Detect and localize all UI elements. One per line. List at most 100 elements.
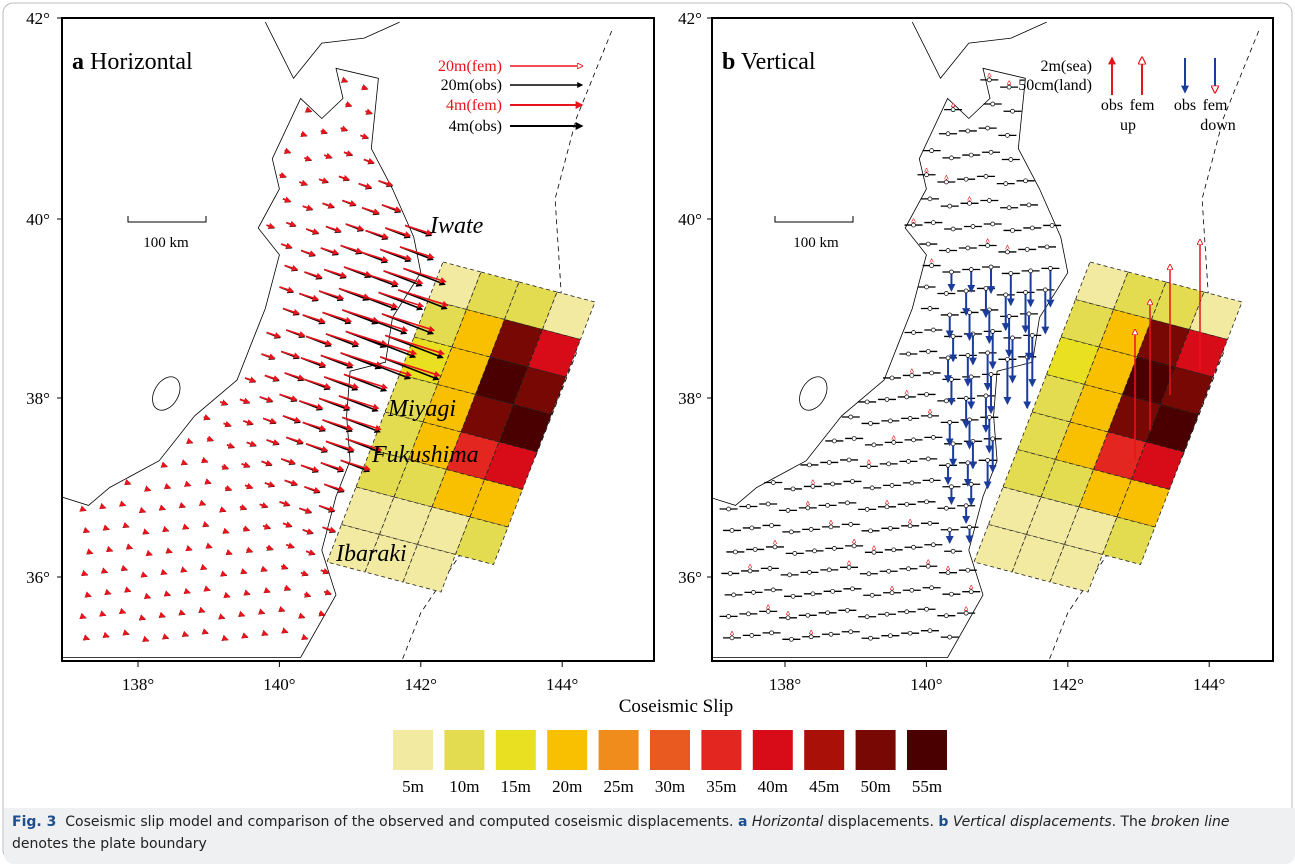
colorbar-label: 45m — [809, 777, 839, 796]
station — [848, 629, 854, 635]
colorbar-label: 20m — [552, 777, 582, 796]
fem-arrow — [322, 526, 337, 533]
fem-arrow — [280, 242, 293, 249]
fem-arrow — [140, 571, 148, 578]
station — [985, 457, 990, 463]
fem-arrow — [318, 397, 351, 410]
station — [968, 481, 974, 487]
station — [950, 548, 956, 554]
station — [785, 615, 791, 621]
station — [733, 549, 738, 555]
fem-arrow — [266, 222, 276, 229]
station — [1006, 314, 1012, 319]
panel-letter: b — [722, 49, 735, 75]
colorbar-label: 35m — [706, 777, 736, 796]
station — [1028, 268, 1033, 274]
colorbar-label: 55m — [912, 777, 942, 796]
fem-arrow — [284, 479, 299, 486]
station — [963, 610, 969, 616]
fem-arrow — [178, 609, 186, 616]
fem-arrow — [383, 270, 424, 285]
station — [864, 399, 870, 405]
station — [830, 588, 836, 594]
station — [965, 128, 971, 134]
station — [967, 524, 972, 530]
colorbar-label: 10m — [449, 777, 479, 796]
legend-text: obs — [1101, 97, 1123, 114]
fem-arrow — [182, 523, 190, 530]
station — [949, 484, 954, 490]
fem-arrow — [299, 400, 324, 410]
fem-arrow — [244, 482, 254, 490]
station — [911, 544, 916, 550]
fem-arrow — [399, 246, 435, 259]
caption-text: Vertical displacements — [952, 814, 1112, 830]
caption-text: Horizontal — [751, 814, 824, 830]
subfault — [1049, 544, 1104, 593]
fem-arrow — [263, 587, 271, 594]
fem-arrow — [180, 566, 188, 573]
fem-arrow — [102, 524, 110, 531]
lon-label: 140° — [263, 675, 295, 694]
station — [924, 392, 929, 397]
colorbar-swatch — [855, 730, 896, 770]
station — [947, 634, 953, 640]
labels: a Horizontal b Vertical 20m(fem) 20m(obs… — [26, 9, 1236, 796]
station — [1026, 311, 1032, 317]
station — [1024, 247, 1030, 252]
fem-arrow — [323, 483, 346, 492]
fem-arrow — [300, 357, 327, 368]
station — [925, 456, 931, 462]
station — [968, 152, 974, 158]
fem-arrow — [264, 374, 280, 382]
fem-arrow — [158, 504, 166, 511]
fem-arrow — [101, 567, 109, 574]
lon-label: 142° — [1052, 675, 1084, 694]
island — [152, 376, 181, 411]
station — [884, 397, 890, 402]
station — [943, 398, 949, 404]
fem-arrow — [243, 525, 251, 532]
station — [1026, 202, 1032, 208]
plate-boundary — [1048, 30, 1260, 661]
colorbar-label: 5m — [402, 777, 424, 796]
fem-arrow — [358, 182, 373, 190]
station — [967, 417, 972, 423]
station — [1003, 292, 1009, 298]
fem-arrow — [261, 459, 273, 467]
station — [904, 394, 910, 400]
station — [845, 607, 850, 613]
colorbar-swatch — [547, 730, 588, 770]
fem-arrow — [340, 125, 349, 132]
fem-arrow — [340, 459, 371, 471]
fem-arrow — [124, 479, 132, 486]
fem-arrow — [284, 264, 299, 271]
place-label: Fukushima — [371, 442, 479, 468]
station — [770, 480, 776, 485]
fem-arrow — [239, 397, 251, 404]
fem-arrow — [162, 526, 170, 533]
fem-arrow — [343, 373, 389, 390]
panel-name: Vertical — [741, 49, 816, 75]
fem-arrow — [323, 268, 348, 278]
fem-arrow — [385, 334, 445, 356]
fem-arrow — [304, 486, 321, 494]
fem-arrow — [304, 155, 313, 162]
station — [950, 107, 956, 113]
station — [845, 500, 850, 506]
station — [868, 635, 873, 641]
colorbar-swatch — [598, 730, 639, 770]
fem-arrow — [302, 421, 327, 431]
station — [1005, 249, 1010, 255]
fem-arrow — [203, 585, 211, 592]
fem-arrow — [204, 478, 212, 485]
station — [751, 590, 756, 595]
station — [947, 527, 953, 533]
fem-arrow — [219, 506, 227, 513]
station — [927, 413, 933, 419]
station — [864, 614, 870, 620]
station — [825, 610, 830, 616]
station — [772, 544, 778, 550]
station — [1005, 356, 1010, 362]
fem-arrow — [302, 204, 314, 211]
